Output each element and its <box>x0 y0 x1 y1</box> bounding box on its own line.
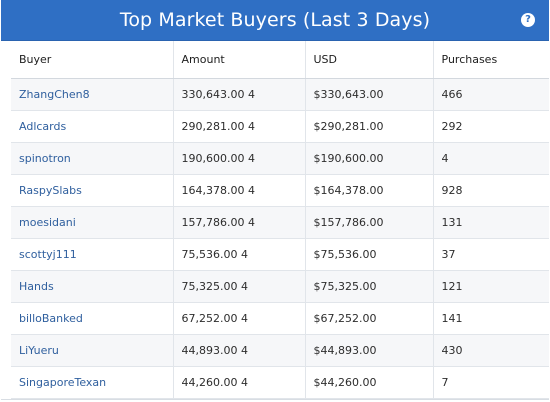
usd-cell: $290,281.00 <box>305 110 434 143</box>
question-circle-icon[interactable]: ? <box>521 13 535 27</box>
amount-cell: 44,893.00 4 <box>173 334 306 367</box>
buyer-link[interactable]: spinotron <box>19 152 71 165</box>
purchases-cell: 430 <box>433 334 549 367</box>
buyer-link[interactable]: RaspySlabs <box>19 184 82 197</box>
buyer-cell: scottyj111 <box>11 238 174 271</box>
buyer-cell: billoBanked <box>11 302 174 335</box>
column-header-purchases: Purchases <box>433 41 549 79</box>
buyer-cell: ZhangChen8 <box>11 78 174 111</box>
purchases-cell: 7 <box>433 366 549 399</box>
table-row: ZhangChen8 330,643.00 4 $330,643.00 466 <box>11 78 549 111</box>
buyers-table: Buyer Amount USD Purchases ZhangChen8 330… <box>11 41 549 399</box>
purchases-cell: 928 <box>433 174 549 207</box>
usd-cell: $190,600.00 <box>305 142 434 175</box>
buyer-link[interactable]: LiYueru <box>19 344 59 357</box>
buyer-cell: RaspySlabs <box>11 174 174 207</box>
buyer-link[interactable]: SingaporeTexan <box>19 376 107 389</box>
usd-cell: $157,786.00 <box>305 206 434 239</box>
buyer-link[interactable]: Adlcards <box>19 120 67 133</box>
amount-cell: 157,786.00 4 <box>173 206 306 239</box>
buyer-cell: spinotron <box>11 142 174 175</box>
amount-cell: 67,252.00 4 <box>173 302 306 335</box>
usd-cell: $164,378.00 <box>305 174 434 207</box>
amount-cell: 75,325.00 4 <box>173 270 306 303</box>
table-row: Adlcards 290,281.00 4 $290,281.00 292 <box>11 110 549 143</box>
buyer-cell: Adlcards <box>11 110 174 143</box>
table-row: LiYueru 44,893.00 4 $44,893.00 430 <box>11 334 549 367</box>
amount-cell: 44,260.00 4 <box>173 366 306 399</box>
purchases-cell: 37 <box>433 238 549 271</box>
table-row: RaspySlabs 164,378.00 4 $164,378.00 928 <box>11 174 549 207</box>
usd-cell: $67,252.00 <box>305 302 434 335</box>
usd-cell: $75,536.00 <box>305 238 434 271</box>
buyer-link[interactable]: ZhangChen8 <box>19 88 90 101</box>
column-header-amount: Amount <box>173 41 306 79</box>
usd-cell: $44,260.00 <box>305 366 434 399</box>
purchases-cell: 466 <box>433 78 549 111</box>
buyer-cell: moesidani <box>11 206 174 239</box>
panel-title: Top Market Buyers (Last 3 Days) <box>119 9 431 31</box>
amount-cell: 164,378.00 4 <box>173 174 306 207</box>
amount-cell: 190,600.00 4 <box>173 142 306 175</box>
buyer-link[interactable]: billoBanked <box>19 312 83 325</box>
purchases-cell: 131 <box>433 206 549 239</box>
table-row: moesidani 157,786.00 4 $157,786.00 131 <box>11 206 549 239</box>
table-row: Hands 75,325.00 4 $75,325.00 121 <box>11 270 549 303</box>
purchases-cell: 141 <box>433 302 549 335</box>
buyer-link[interactable]: moesidani <box>19 216 76 229</box>
purchases-cell: 121 <box>433 270 549 303</box>
amount-cell: 330,643.00 4 <box>173 78 306 111</box>
column-header-usd: USD <box>305 41 434 79</box>
buyer-link[interactable]: Hands <box>19 280 54 293</box>
buyer-link[interactable]: scottyj111 <box>19 248 77 261</box>
table-header-row: Buyer Amount USD Purchases <box>11 41 549 79</box>
table-row: SingaporeTexan 44,260.00 4 $44,260.00 7 <box>11 366 549 399</box>
buyer-cell: LiYueru <box>11 334 174 367</box>
panel-header: Top Market Buyers (Last 3 Days) ? <box>1 0 549 41</box>
table-row: spinotron 190,600.00 4 $190,600.00 4 <box>11 142 549 175</box>
usd-cell: $75,325.00 <box>305 270 434 303</box>
amount-cell: 290,281.00 4 <box>173 110 306 143</box>
usd-cell: $330,643.00 <box>305 78 434 111</box>
buyer-cell: Hands <box>11 270 174 303</box>
purchases-cell: 4 <box>433 142 549 175</box>
buyer-cell: SingaporeTexan <box>11 366 174 399</box>
table-row: scottyj111 75,536.00 4 $75,536.00 37 <box>11 238 549 271</box>
purchases-cell: 292 <box>433 110 549 143</box>
amount-cell: 75,536.00 4 <box>173 238 306 271</box>
usd-cell: $44,893.00 <box>305 334 434 367</box>
table-row: billoBanked 67,252.00 4 $67,252.00 141 <box>11 302 549 335</box>
column-header-buyer: Buyer <box>11 41 174 79</box>
